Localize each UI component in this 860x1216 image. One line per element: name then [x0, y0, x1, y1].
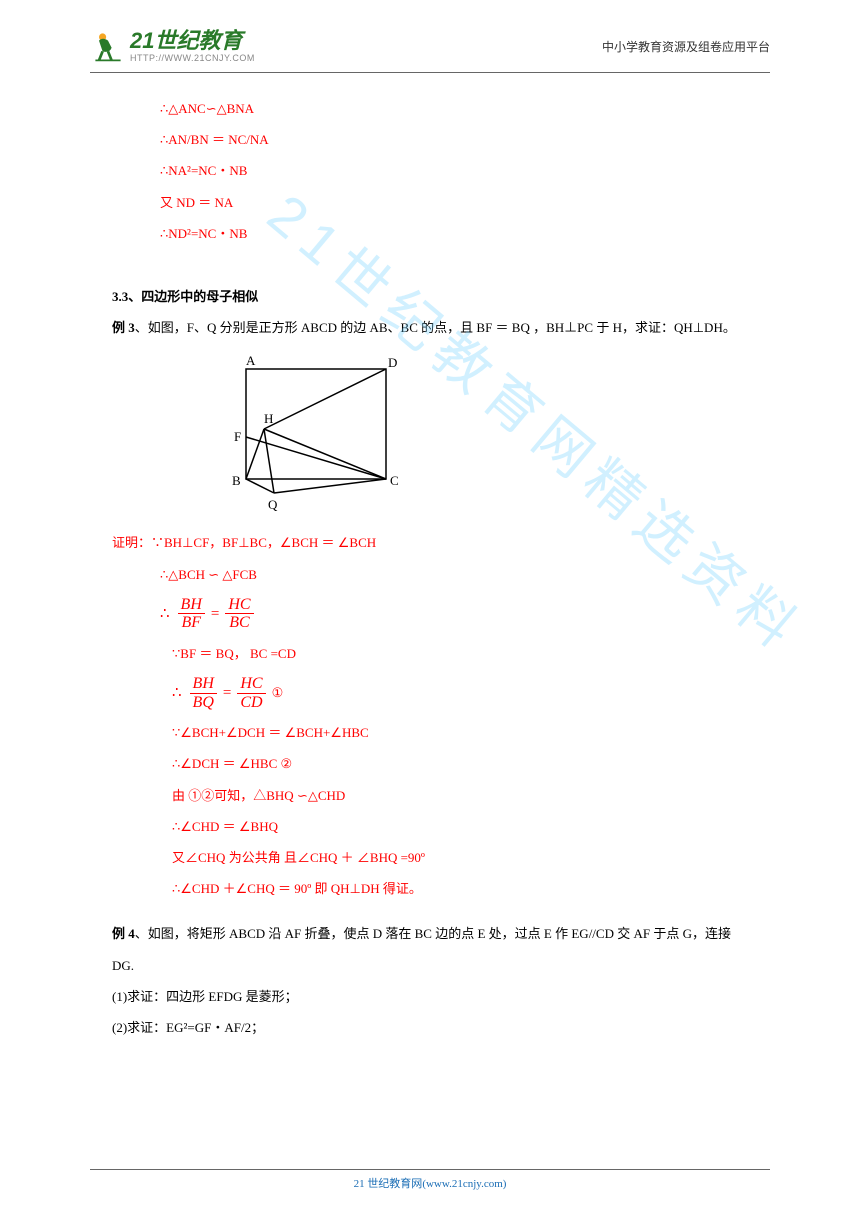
point-c-label: C [390, 473, 399, 488]
point-b-label: B [232, 473, 241, 488]
proof-3-line-9: ∴∠CHD ＝ ∠BHQ [112, 811, 748, 842]
example-3-text: 、如图，F、Q 分别是正方形 ABCD 的边 AB、BC 的点，且 BF ＝ B… [135, 320, 736, 335]
example-3: 例 3、如图，F、Q 分别是正方形 ABCD 的边 AB、BC 的点，且 BF … [112, 312, 748, 343]
point-q-label: Q [268, 497, 278, 512]
logo-icon [90, 28, 126, 64]
therefore-symbol: ∴ [172, 684, 182, 702]
example-4-q1: (1)求证：四边形 EFDG 是菱形； [112, 981, 748, 1012]
footer-brand: 21 世纪教育网 [354, 1178, 423, 1190]
example-4: 例 4、如图，将矩形 ABCD 沿 AF 折叠，使点 D 落在 BC 边的点 E… [112, 918, 748, 980]
point-f-label: F [234, 429, 241, 444]
proof-3-line-1: ∵BH⊥CF，BF⊥BC，∠BCH ＝ ∠BCH [151, 535, 376, 550]
proof-top-line-5: ∴ND²=NC・NB [112, 218, 748, 249]
page-content: ∴△ANC∽△BNA ∴AN/BN ＝ NC/NA ∴NA²=NC・NB 又 N… [0, 93, 860, 1043]
header-right-text: 中小学教育资源及组卷应用平台 [602, 38, 770, 55]
proof-top-line-1: ∴△ANC∽△BNA [112, 93, 748, 124]
page-header: 21世纪教育 HTTP://WWW.21CNJY.COM 中小学教育资源及组卷应… [90, 0, 770, 73]
proof-3-line-11: ∴∠CHD ＋∠CHQ ＝ 90º 即 QH⊥DH 得证。 [112, 873, 748, 904]
proof-top-line-3: ∴NA²=NC・NB [112, 155, 748, 186]
proof-3-line-8: 由 ①②可知，△BHQ ∽△CHD [112, 780, 748, 811]
point-a-label: A [246, 355, 256, 368]
example-4-q2: (2)求证：EG²=GF・AF/2； [112, 1012, 748, 1043]
point-d-label: D [388, 355, 397, 370]
proof-top-line-2: ∴AN/BN ＝ NC/NA [112, 124, 748, 155]
proof-3-label: 证明： [112, 535, 151, 550]
point-h-label: H [264, 411, 273, 426]
proof-3-frac-1: ∴ BHBF = HCBC [112, 596, 748, 632]
proof-3-line-2: ∴△BCH ∽ △FCB [112, 559, 748, 590]
proof-3: 证明：∵BH⊥CF，BF⊥BC，∠BCH ＝ ∠BCH [112, 527, 748, 558]
geometry-figure: A D F H B C Q [222, 355, 748, 515]
logo: 21世纪教育 HTTP://WWW.21CNJY.COM [90, 28, 255, 64]
proof-3-line-6: ∵∠BCH+∠DCH ＝ ∠BCH+∠HBC [112, 717, 748, 748]
proof-top-line-4: 又 ND ＝ NA [112, 187, 748, 218]
logo-sub-text: HTTP://WWW.21CNJY.COM [130, 54, 255, 63]
footer-url: (www.21cnjy.com) [422, 1178, 506, 1190]
logo-main-text: 21世纪教育 [130, 30, 255, 52]
example-4-text: 、如图，将矩形 ABCD 沿 AF 折叠，使点 D 落在 BC 边的点 E 处，… [112, 926, 731, 972]
page-footer: 21 世纪教育网(www.21cnjy.com) [90, 1169, 770, 1192]
example-3-label: 例 3 [112, 320, 135, 335]
example-4-label: 例 4 [112, 926, 135, 941]
proof-3-frac-2: ∴ BHBQ = HCCD ① [112, 675, 748, 711]
proof-3-line-7: ∴∠DCH ＝ ∠HBC ② [112, 748, 748, 779]
therefore-symbol: ∴ [160, 605, 170, 623]
section-3-3-title: 3.3、四边形中的母子相似 [112, 281, 748, 312]
proof-3-line-10: 又∠CHQ 为公共角 且∠CHQ ＋ ∠BHQ =90º [112, 842, 748, 873]
proof-3-line-4: ∵BF ＝ BQ， BC =CD [112, 638, 748, 669]
